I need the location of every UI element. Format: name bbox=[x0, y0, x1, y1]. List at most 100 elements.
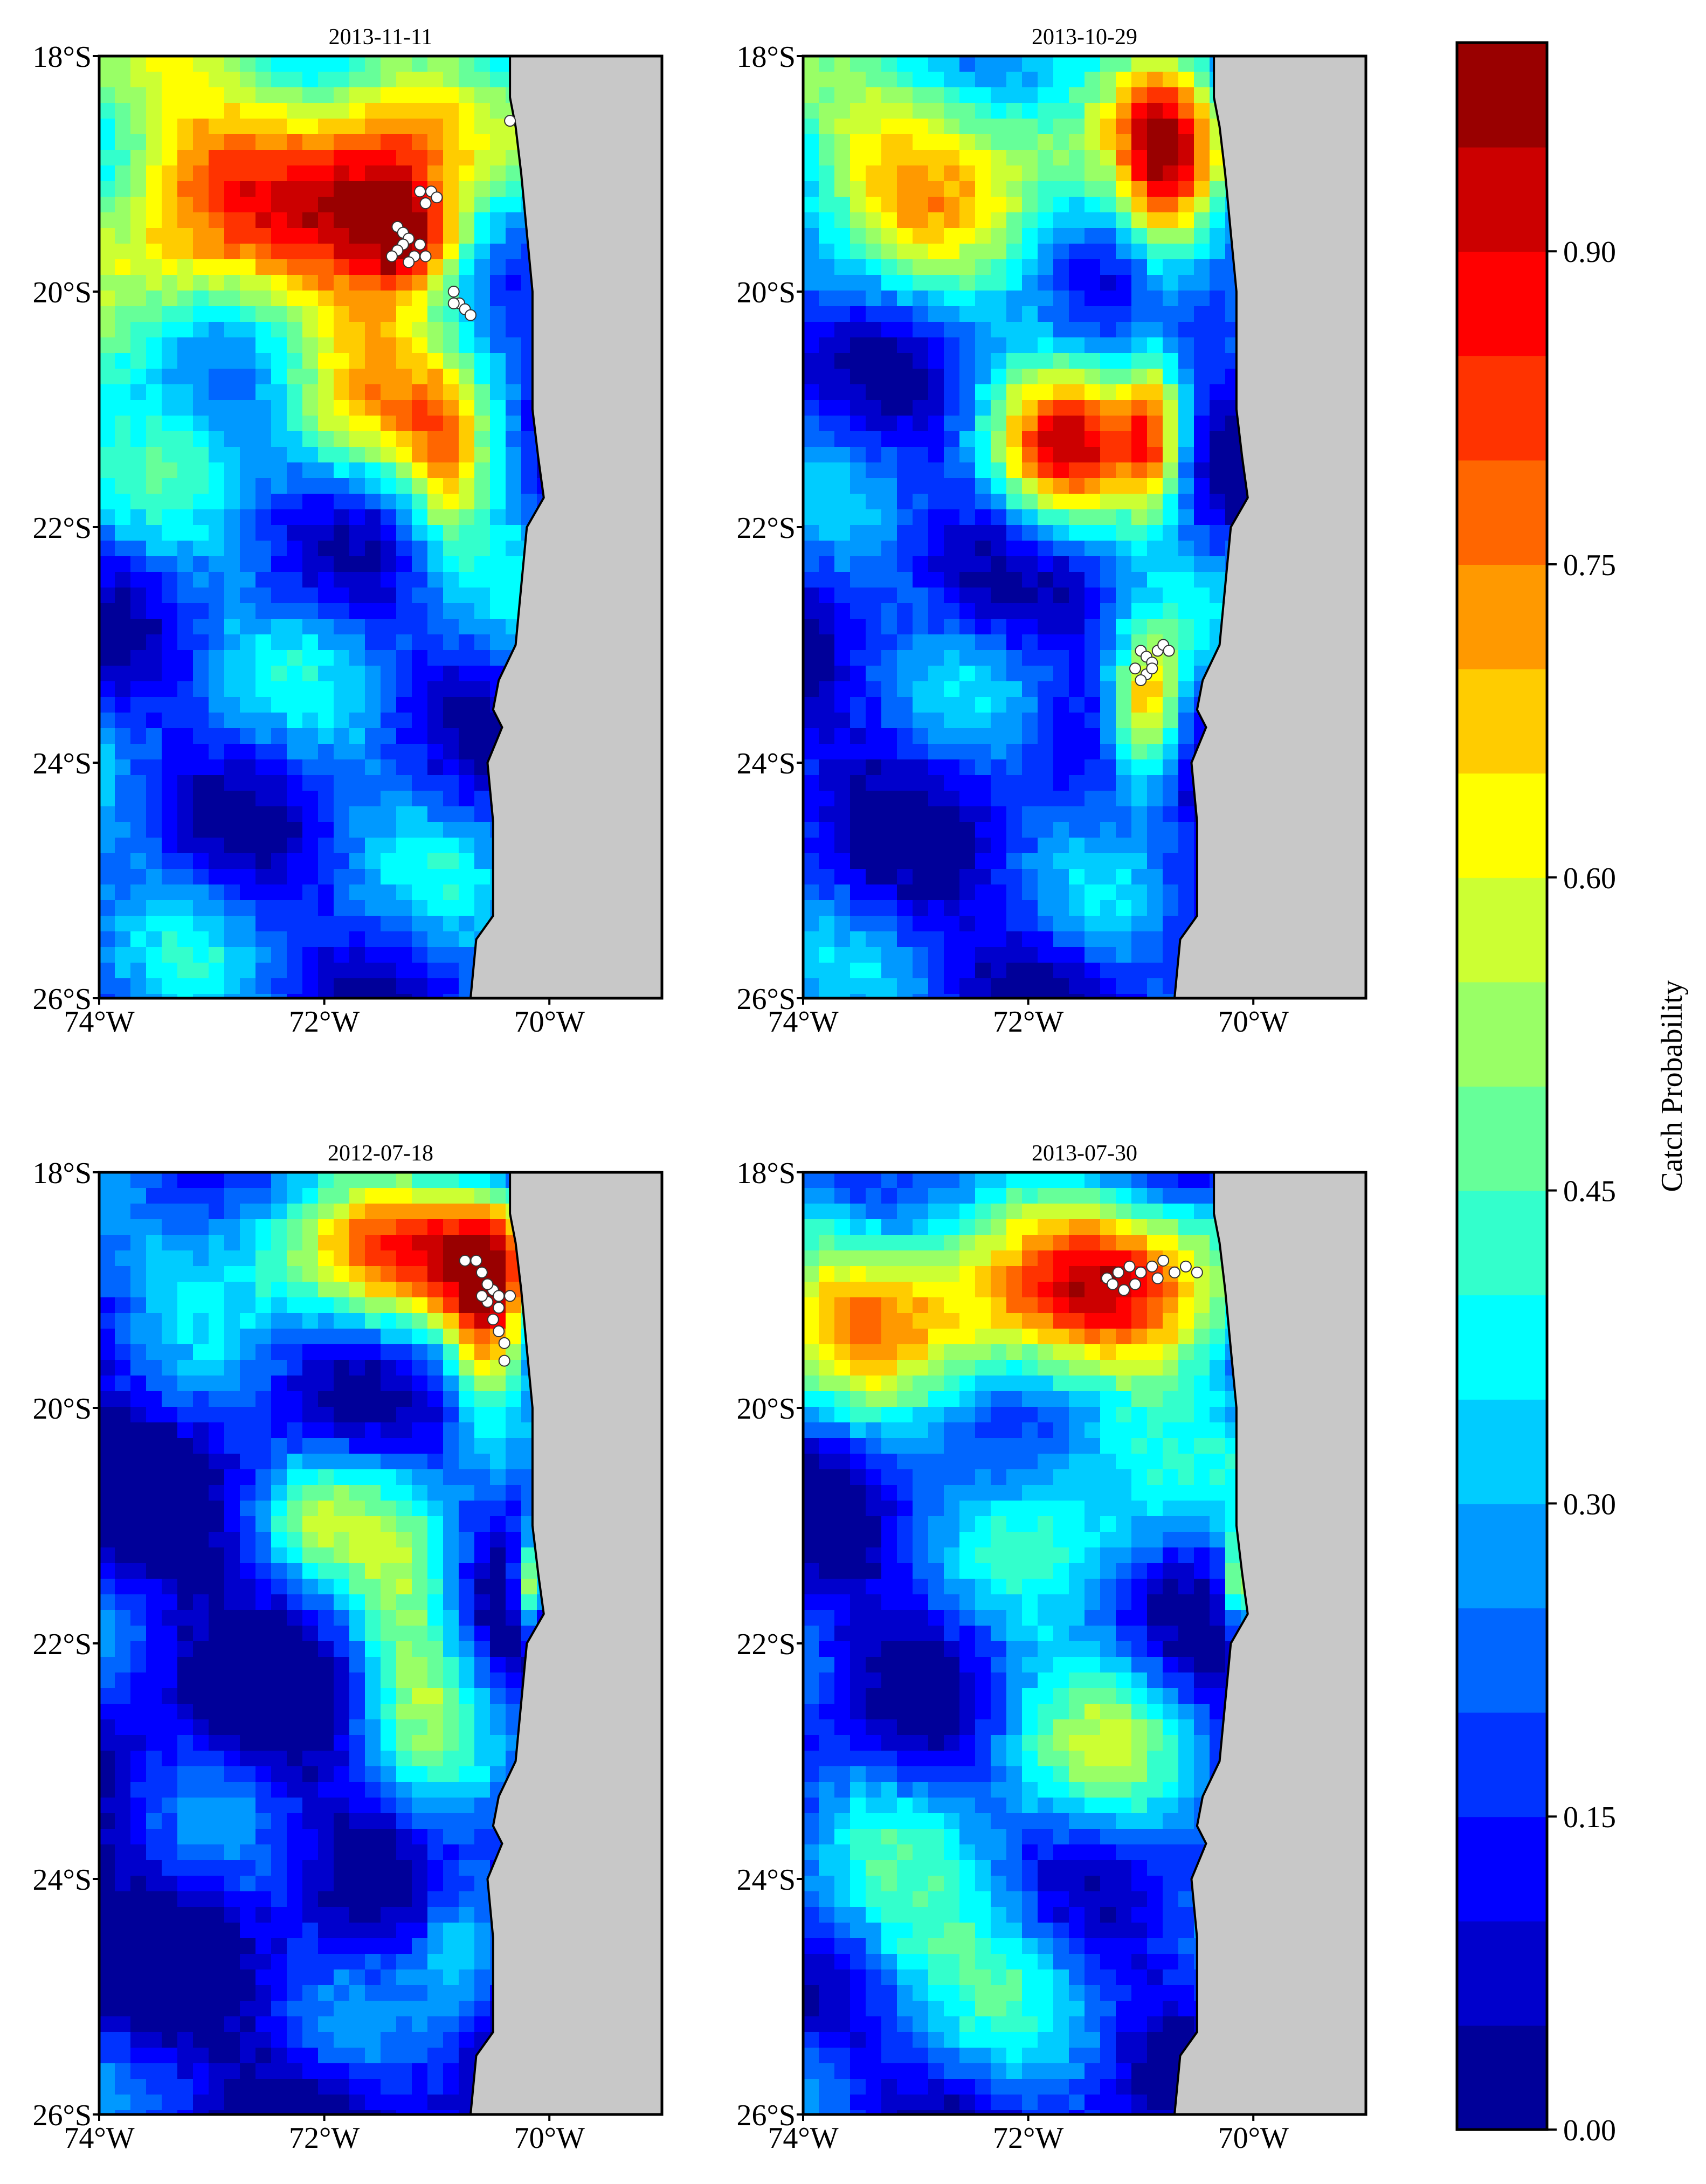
x-tick-label: 72°W bbox=[993, 1005, 1063, 1039]
colorbar-tick-label: 0.75 bbox=[1563, 549, 1616, 582]
coastline bbox=[469, 1172, 545, 2114]
colorbar-segment bbox=[1457, 773, 1547, 878]
catch-point-marker bbox=[493, 1302, 505, 1314]
catch-point-marker bbox=[1191, 1266, 1203, 1278]
catch-point-marker bbox=[447, 297, 460, 309]
coastline bbox=[1173, 56, 1249, 998]
colorbar-segment bbox=[1457, 1190, 1547, 1296]
catch-point-marker bbox=[385, 250, 398, 262]
colorbar-segment bbox=[1457, 1399, 1547, 1504]
x-tick-label: 74°W bbox=[64, 2121, 134, 2155]
catch-point-marker bbox=[419, 250, 432, 262]
x-tick-label: 70°W bbox=[514, 2121, 585, 2155]
colorbar: 0.00 0.15 0.30 0.45 0.60 0.75 0.90 Catch Probab… bbox=[1455, 41, 1689, 2147]
land-mass bbox=[1175, 1172, 1366, 2114]
x-tick-label: 74°W bbox=[768, 2121, 838, 2155]
land-mass bbox=[471, 1172, 662, 2114]
x-tick-label: 70°W bbox=[1218, 2121, 1289, 2155]
catch-point-marker bbox=[1163, 645, 1175, 657]
catch-point-marker bbox=[487, 1314, 499, 1326]
colorbar-segment bbox=[1457, 43, 1547, 148]
y-tick-label: 22°S bbox=[32, 512, 92, 545]
x-tick-label: 74°W bbox=[768, 1005, 838, 1039]
y-tick-label: 24°S bbox=[32, 747, 92, 780]
panel-title: 2013-07-30 bbox=[1032, 1141, 1137, 1166]
catch-point-marker bbox=[403, 256, 415, 268]
colorbar-segment bbox=[1457, 1086, 1547, 1191]
catch-point-marker bbox=[1107, 1278, 1119, 1290]
colorbar-tick-label: 0.90 bbox=[1563, 236, 1616, 269]
probability-field bbox=[99, 1172, 662, 2114]
colorbar-tick-label: 0.60 bbox=[1563, 862, 1616, 895]
map-panel-2: 2013-10-29 18°S 20°S 22°S 24°S 26°S74°W 72°W 70… bbox=[736, 25, 1367, 1039]
colorbar-tick-label: 0.30 bbox=[1563, 1488, 1616, 1521]
catch-point-marker bbox=[1135, 674, 1147, 687]
colorbar-segment bbox=[1457, 1608, 1547, 1713]
colorbar-segment bbox=[1457, 147, 1547, 252]
catch-point-marker bbox=[504, 115, 516, 127]
colorbar-segment bbox=[1457, 1503, 1547, 1608]
catch-point-marker bbox=[1146, 662, 1158, 675]
y-tick-label: 22°S bbox=[32, 1628, 92, 1661]
catch-point-marker bbox=[1157, 1254, 1170, 1267]
y-tick-label: 18°S bbox=[736, 40, 796, 74]
catch-point-marker bbox=[431, 191, 443, 204]
colorbar-segment bbox=[1457, 1295, 1547, 1400]
y-tick-label: 20°S bbox=[736, 276, 796, 309]
catch-point-marker bbox=[475, 1266, 488, 1278]
x-tick-label: 72°W bbox=[993, 2121, 1063, 2155]
catch-point-marker bbox=[1118, 1284, 1130, 1296]
colorbar-tick-label: 0.15 bbox=[1563, 1801, 1616, 1834]
land-mass bbox=[471, 56, 662, 998]
y-tick-label: 22°S bbox=[736, 512, 796, 545]
map-panel-1: 2013-11-11 18°S 20°S 22°S 24°S 26°S74°W 72°W 70… bbox=[32, 25, 664, 1039]
catch-point-marker bbox=[447, 286, 460, 298]
x-tick-label: 74°W bbox=[64, 1005, 134, 1039]
catch-point-marker bbox=[493, 1290, 505, 1302]
colorbar-segment bbox=[1457, 355, 1547, 461]
catch-point-marker bbox=[498, 1354, 510, 1367]
catch-point-marker bbox=[419, 197, 432, 210]
x-tick-label: 70°W bbox=[1218, 1005, 1289, 1039]
map-panel-3: 2012-07-18 18°S 20°S 22°S 24°S 26°S74°W 72°W 70… bbox=[32, 1141, 664, 2155]
colorbar-segment bbox=[1457, 1920, 1547, 2026]
catch-point-marker bbox=[414, 185, 426, 198]
colorbar-segment bbox=[1457, 982, 1547, 1087]
y-tick-label: 20°S bbox=[32, 276, 92, 309]
colorbar-frame bbox=[1455, 41, 1549, 2131]
y-tick-label: 18°S bbox=[32, 40, 92, 74]
catch-point-marker bbox=[1179, 1260, 1192, 1273]
catch-point-marker bbox=[1129, 662, 1141, 675]
colorbar-tick-label: 0.45 bbox=[1563, 1175, 1616, 1208]
colorbar-segment bbox=[1457, 877, 1547, 983]
y-tick-label: 24°S bbox=[736, 747, 796, 780]
map-panel-4: 2013-07-30 18°S 20°S 22°S 24°S 26°S74°W 72°W 70… bbox=[736, 1141, 1367, 2155]
catch-point-marker bbox=[1135, 1266, 1147, 1278]
catch-point-marker bbox=[1169, 1266, 1181, 1278]
colorbar-segment bbox=[1457, 2025, 1547, 2130]
colorbar-segment bbox=[1457, 1816, 1547, 1922]
y-tick-label: 20°S bbox=[736, 1392, 796, 1426]
x-tick-label: 70°W bbox=[514, 1005, 585, 1039]
x-tick-label: 72°W bbox=[289, 2121, 360, 2155]
catch-point-marker bbox=[1146, 1260, 1158, 1273]
colorbar-segment bbox=[1457, 251, 1547, 356]
y-tick-label: 26°S bbox=[736, 983, 796, 1016]
y-tick-label: 24°S bbox=[32, 1863, 92, 1897]
y-tick-label: 22°S bbox=[736, 1628, 796, 1661]
x-tick-label: 72°W bbox=[289, 1005, 360, 1039]
y-tick-label: 26°S bbox=[736, 2099, 796, 2132]
catch-point-marker bbox=[498, 1337, 510, 1349]
y-tick-label: 24°S bbox=[736, 1863, 796, 1897]
y-tick-label: 20°S bbox=[32, 1392, 92, 1426]
land-mass bbox=[1175, 56, 1366, 998]
catch-point-marker bbox=[459, 1254, 471, 1267]
coastline bbox=[1173, 1172, 1249, 2114]
catch-point-marker bbox=[1129, 1278, 1141, 1290]
y-tick-label: 18°S bbox=[736, 1157, 796, 1190]
catch-point-marker bbox=[504, 1290, 516, 1302]
colorbar-segment bbox=[1457, 668, 1547, 774]
y-tick-label: 18°S bbox=[32, 1157, 92, 1190]
